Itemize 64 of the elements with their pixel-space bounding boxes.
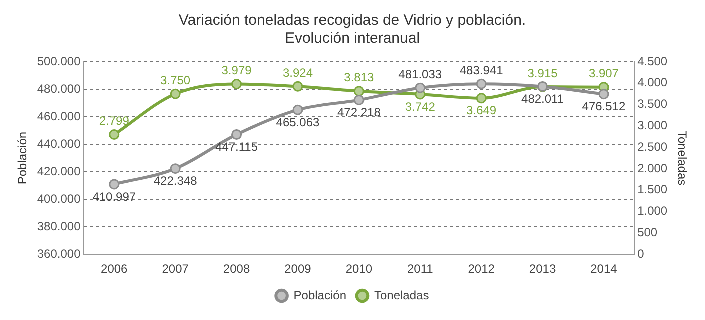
point <box>476 93 487 104</box>
point <box>170 88 181 100</box>
x-tick-label: 2009 <box>284 262 312 276</box>
point <box>292 81 304 92</box>
point <box>232 130 242 140</box>
x-tick-label: 2008 <box>223 262 250 276</box>
data-label: 3.924 <box>282 66 314 80</box>
point <box>232 79 242 90</box>
data-label: 2.799 <box>99 114 130 128</box>
x-tick-label: 2010 <box>346 262 373 276</box>
data-label: 3.750 <box>160 73 191 88</box>
y2-tick-label: 1.000 <box>638 204 668 218</box>
point <box>292 104 304 116</box>
y2-tick-label: 2.000 <box>638 161 668 176</box>
data-label: 3.649 <box>466 104 497 118</box>
y-axis-title: Población <box>16 132 30 185</box>
data-label: 422.348 <box>154 174 198 188</box>
point <box>109 130 120 140</box>
y2-tick-label: 1.500 <box>638 182 668 197</box>
y-tick-label: 360.000 <box>37 246 82 261</box>
x-tick-label: 2006 <box>101 262 128 276</box>
data-label: 482.011 <box>522 92 564 106</box>
point <box>354 86 364 97</box>
x-tick-label: 2011 <box>407 262 434 276</box>
data-label: 472.218 <box>337 106 382 120</box>
data-label: 3.979 <box>222 64 252 78</box>
y2-tick-label: 3.000 <box>638 118 668 133</box>
y-tick-label: 480.000 <box>37 82 82 96</box>
data-label: 3.915 <box>528 66 558 80</box>
point <box>598 89 610 100</box>
point <box>109 179 120 190</box>
y2-tick-label: 0 <box>638 246 645 261</box>
point <box>476 78 487 90</box>
data-label: 465.063 <box>276 115 320 130</box>
y2-tick-label: 3.500 <box>638 97 668 112</box>
point <box>354 94 364 106</box>
y2-tick-label: 500 <box>638 226 658 240</box>
x-tick-label: 2012 <box>468 262 496 276</box>
data-label: 410.997 <box>92 190 136 204</box>
y-tick-label: 380.000 <box>37 219 82 234</box>
data-label: 476.512 <box>582 100 626 114</box>
legend-label: Toneladas <box>374 288 430 302</box>
legend-label: Población <box>294 288 347 302</box>
data-label: 483.941 <box>460 63 504 78</box>
data-label: 447.115 <box>216 140 258 154</box>
x-tick-label: 2014 <box>590 262 618 276</box>
point <box>170 164 181 174</box>
y-tick-label: 400.000 <box>37 192 82 206</box>
y2-tick-label: 2.500 <box>638 140 668 154</box>
y-tick-label: 440.000 <box>37 136 82 151</box>
y-tick-label: 460.000 <box>37 109 82 124</box>
data-label: 3.813 <box>344 70 375 85</box>
x-tick-label: 2013 <box>529 262 556 276</box>
y2-axis-title: Toneladas <box>675 130 690 186</box>
y-tick-label: 420.000 <box>37 164 82 178</box>
data-label: 3.907 <box>588 66 620 81</box>
chart-title: Variación toneladas recogidas de Vidrio y población. Evolución interanual <box>178 12 526 48</box>
point <box>415 82 426 94</box>
data-label: 481.033 <box>398 67 442 82</box>
x-tick-label: 2007 <box>162 262 190 276</box>
data-label: 3.742 <box>405 100 436 114</box>
y2-tick-label: 4.000 <box>638 76 668 90</box>
y-tick-label: 500.000 <box>37 54 82 68</box>
y2-tick-label: 4.500 <box>638 54 668 68</box>
